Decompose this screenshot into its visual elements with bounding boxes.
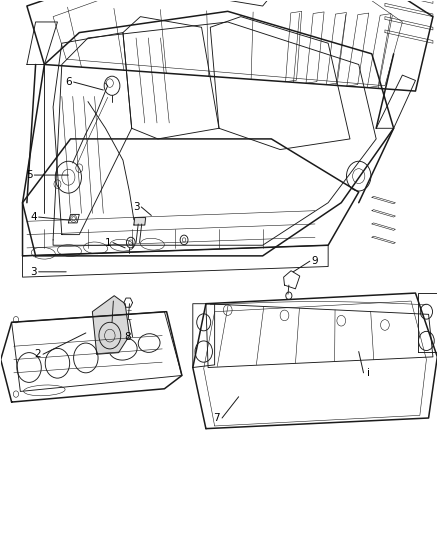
Polygon shape <box>134 217 146 225</box>
Text: 4: 4 <box>30 212 37 222</box>
Text: 3: 3 <box>30 267 37 277</box>
Text: 5: 5 <box>26 170 32 180</box>
Text: 9: 9 <box>312 256 318 266</box>
Text: 3: 3 <box>133 202 139 212</box>
Text: 7: 7 <box>213 413 220 423</box>
Text: 8: 8 <box>124 332 131 342</box>
Text: 6: 6 <box>65 77 72 87</box>
Text: 2: 2 <box>35 349 41 359</box>
Text: i: i <box>367 368 370 378</box>
Text: 1: 1 <box>104 238 111 247</box>
Polygon shape <box>92 296 130 354</box>
